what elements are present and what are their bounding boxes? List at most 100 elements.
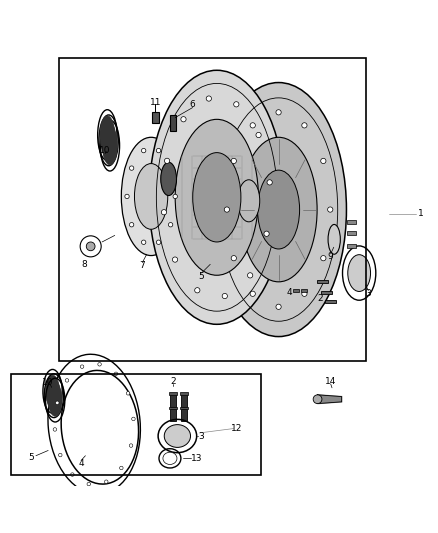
Text: 8: 8	[81, 260, 88, 269]
Bar	[317, 280, 328, 283]
Circle shape	[120, 466, 123, 470]
Ellipse shape	[100, 116, 115, 155]
Circle shape	[80, 365, 84, 368]
Ellipse shape	[258, 170, 300, 249]
Circle shape	[313, 395, 322, 403]
Circle shape	[156, 240, 161, 245]
Ellipse shape	[101, 121, 116, 159]
Bar	[169, 392, 177, 395]
Text: 9: 9	[328, 252, 334, 261]
Circle shape	[256, 132, 261, 138]
Ellipse shape	[149, 70, 285, 324]
Circle shape	[247, 273, 253, 278]
Bar	[293, 289, 299, 292]
Bar	[59, 59, 366, 361]
Text: 6: 6	[190, 100, 196, 109]
Circle shape	[250, 291, 255, 296]
Circle shape	[71, 473, 74, 477]
Text: 4: 4	[286, 288, 292, 297]
Ellipse shape	[348, 255, 371, 292]
Text: 10: 10	[42, 378, 53, 387]
Bar	[325, 300, 336, 303]
Circle shape	[164, 158, 170, 164]
Text: 3: 3	[198, 432, 205, 440]
Circle shape	[141, 240, 146, 245]
Circle shape	[130, 166, 134, 170]
Bar	[170, 394, 176, 407]
Text: 1: 1	[418, 209, 424, 219]
Circle shape	[264, 231, 269, 236]
Text: 13: 13	[191, 454, 202, 463]
Ellipse shape	[46, 375, 60, 408]
Circle shape	[53, 427, 57, 431]
Text: 5: 5	[198, 272, 205, 281]
Circle shape	[321, 255, 326, 261]
Ellipse shape	[211, 83, 346, 336]
Bar	[347, 220, 356, 223]
Bar	[180, 392, 188, 395]
Circle shape	[328, 207, 333, 212]
Ellipse shape	[121, 138, 181, 255]
Text: 14: 14	[325, 377, 336, 386]
Ellipse shape	[175, 119, 258, 275]
Circle shape	[276, 110, 281, 115]
Ellipse shape	[102, 126, 117, 165]
Text: 5: 5	[28, 453, 35, 462]
Text: 2: 2	[317, 294, 322, 303]
Text: 11: 11	[150, 98, 161, 107]
Circle shape	[59, 453, 62, 457]
Circle shape	[161, 209, 166, 215]
Bar	[170, 409, 176, 421]
Circle shape	[206, 96, 212, 101]
Ellipse shape	[48, 384, 62, 416]
Ellipse shape	[240, 138, 317, 282]
Circle shape	[168, 166, 173, 170]
Text: 2: 2	[170, 377, 176, 386]
Circle shape	[222, 293, 227, 298]
Circle shape	[126, 392, 130, 395]
Circle shape	[173, 194, 177, 199]
Bar	[347, 231, 356, 235]
Circle shape	[130, 223, 134, 227]
Circle shape	[231, 158, 237, 164]
Bar	[169, 407, 177, 409]
Bar	[181, 409, 187, 421]
Ellipse shape	[164, 425, 191, 447]
Circle shape	[234, 102, 239, 107]
Text: 10: 10	[99, 146, 111, 155]
Bar	[170, 115, 176, 131]
Ellipse shape	[161, 162, 177, 196]
Ellipse shape	[238, 180, 260, 222]
Circle shape	[129, 444, 133, 447]
Ellipse shape	[163, 452, 177, 464]
Circle shape	[276, 304, 281, 310]
Circle shape	[168, 223, 173, 227]
Bar	[152, 112, 159, 123]
Text: 4: 4	[78, 459, 84, 468]
Circle shape	[141, 148, 146, 153]
Circle shape	[321, 158, 326, 164]
Circle shape	[87, 482, 91, 486]
Circle shape	[105, 480, 108, 483]
Bar	[321, 291, 332, 294]
Circle shape	[98, 362, 101, 366]
Text: 3: 3	[365, 289, 371, 298]
Circle shape	[194, 288, 200, 293]
Circle shape	[65, 378, 69, 382]
Bar	[180, 407, 188, 409]
Circle shape	[156, 148, 161, 153]
Ellipse shape	[47, 379, 61, 412]
Bar	[11, 374, 261, 474]
Circle shape	[173, 257, 178, 262]
Polygon shape	[318, 395, 342, 403]
Circle shape	[181, 117, 186, 122]
Bar	[181, 394, 187, 407]
Circle shape	[302, 291, 307, 296]
Circle shape	[132, 417, 135, 421]
Text: 12: 12	[231, 424, 242, 433]
Circle shape	[267, 180, 272, 185]
Bar	[347, 244, 356, 248]
Circle shape	[114, 372, 118, 376]
Circle shape	[80, 236, 101, 257]
Circle shape	[302, 123, 307, 128]
